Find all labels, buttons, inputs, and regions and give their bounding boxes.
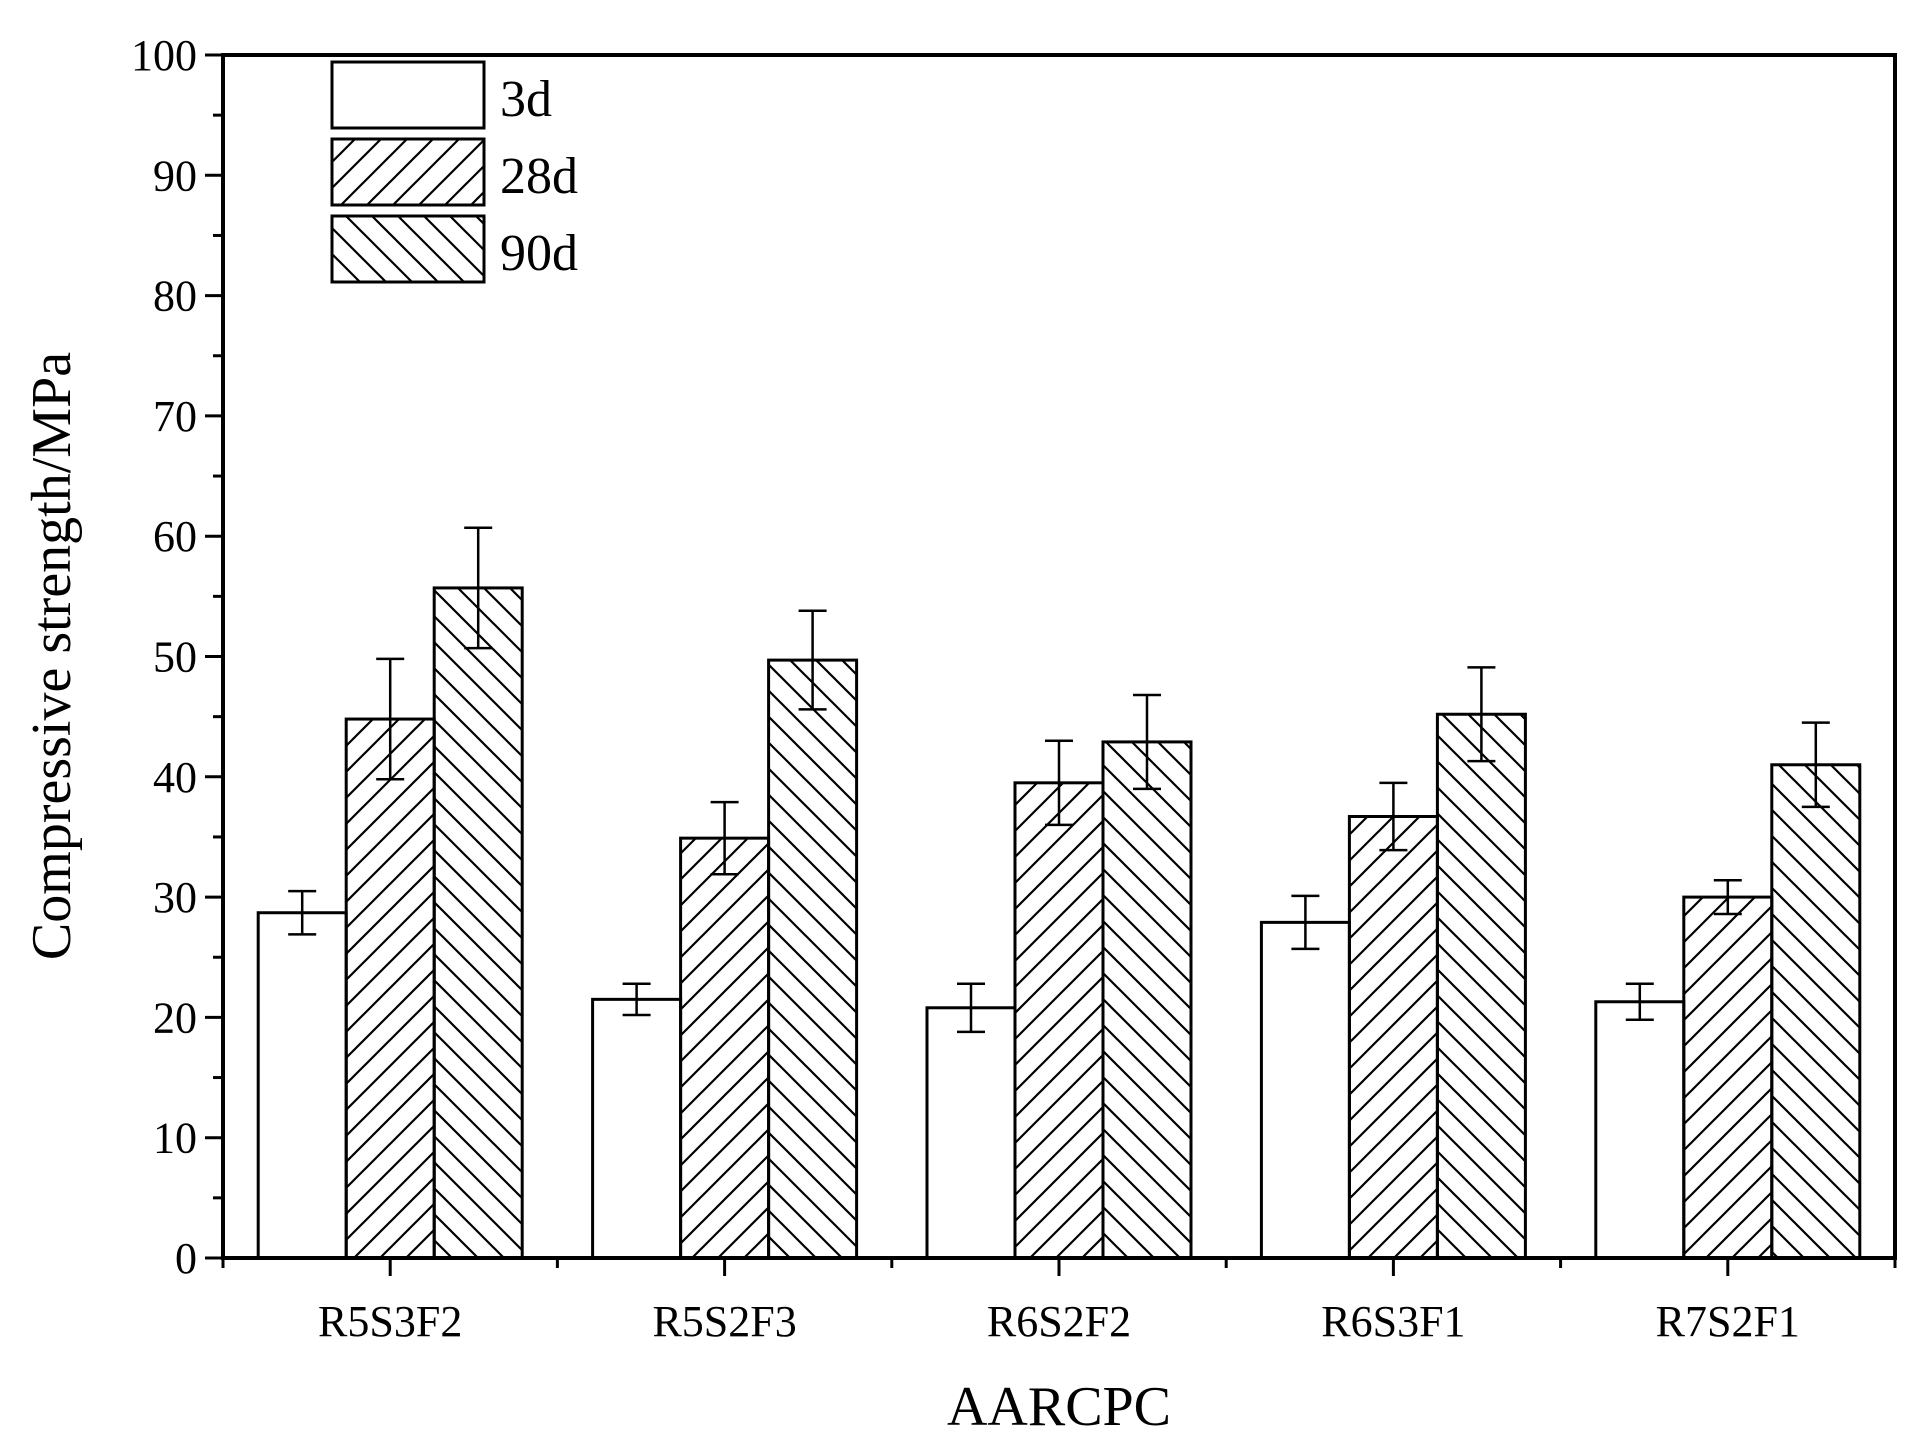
- bars-layer: [256, 586, 1862, 1260]
- legend-label-90d: 90d: [500, 225, 578, 282]
- bar-28d-R5S3F2: [344, 717, 436, 1260]
- bar-3d-R5S3F2: [256, 911, 348, 1260]
- x-axis-title: AARCPC: [947, 1376, 1171, 1438]
- bar-28d-R6S2F2: [1013, 781, 1105, 1260]
- legend-swatch-3d: [330, 60, 486, 130]
- x-axis-ticks: R5S3F2 R5S2F3 R6S2F2 R6S3F1 R7S2F1: [221, 1258, 1897, 1346]
- bar-3d-R6S2F2: [925, 1006, 1017, 1260]
- bar-3d-R7S2F1: [1594, 1000, 1686, 1260]
- y-axis-title: Compressive strength/MPa: [21, 352, 83, 960]
- y-tick-label: 60: [153, 512, 197, 561]
- x-tick-label-R5S3F2: R5S3F2: [318, 1297, 462, 1346]
- legend-label-28d: 28d: [500, 148, 578, 205]
- bar-90d-R5S3F2: [432, 586, 524, 1260]
- y-tick-label: 50: [153, 633, 197, 682]
- bar-28d-R7S2F1: [1682, 895, 1774, 1260]
- y-tick-label: 40: [153, 753, 197, 802]
- y-tick-label: 30: [153, 873, 197, 922]
- y-tick-label: 80: [153, 272, 197, 321]
- legend-label-3d: 3d: [500, 71, 552, 128]
- y-tick-label: 20: [153, 993, 197, 1042]
- bar-28d-R5S2F3: [679, 836, 771, 1260]
- y-axis-ticks: 0 10 20 30 40 50 60 70 80 90 100: [131, 31, 223, 1283]
- legend-swatch-28d: [330, 137, 486, 207]
- bar-90d-R6S3F1: [1435, 712, 1527, 1260]
- y-tick-label: 100: [131, 31, 197, 80]
- legend-swatch-90d: [330, 214, 486, 284]
- y-tick-label: 10: [153, 1114, 197, 1163]
- bar-3d-R5S2F3: [591, 997, 683, 1260]
- x-tick-label-R6S3F1: R6S3F1: [1321, 1297, 1465, 1346]
- bar-28d-R6S3F1: [1347, 814, 1439, 1260]
- x-tick-label-R5S2F3: R5S2F3: [652, 1297, 796, 1346]
- bar-90d-R5S2F3: [767, 658, 859, 1260]
- x-tick-label-R6S2F2: R6S2F2: [987, 1297, 1131, 1346]
- legend: 3d 28d 90d: [330, 60, 578, 284]
- bar-3d-R6S3F1: [1259, 920, 1351, 1260]
- bar-90d-R6S2F2: [1101, 740, 1193, 1260]
- y-tick-label: 0: [175, 1234, 197, 1283]
- y-tick-label: 90: [153, 151, 197, 200]
- y-tick-label: 70: [153, 392, 197, 441]
- x-tick-label-R7S2F1: R7S2F1: [1656, 1297, 1800, 1346]
- bar-90d-R7S2F1: [1770, 763, 1862, 1260]
- error-bars-layer: [288, 526, 1830, 1034]
